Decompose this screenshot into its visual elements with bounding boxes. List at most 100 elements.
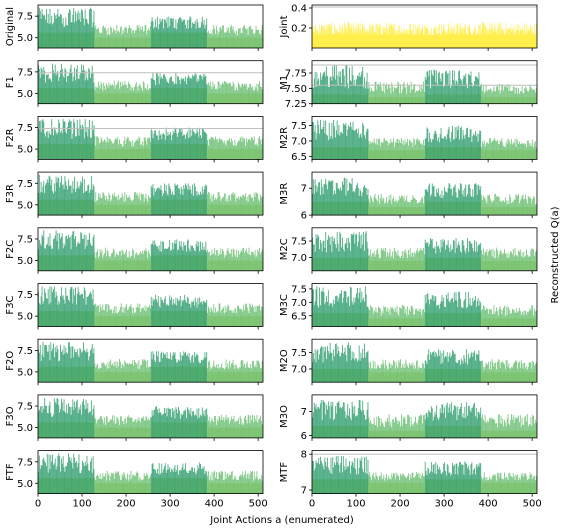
panel-label: Joint <box>279 15 290 38</box>
axes-frame <box>311 283 538 327</box>
y-tick-label: 7.5 <box>17 290 33 301</box>
y-tick-label: 5.0 <box>17 423 33 434</box>
y-tick-label: 5.0 <box>17 33 33 44</box>
panel-label: M2O <box>279 349 290 372</box>
panel-label: F3R <box>5 184 16 203</box>
axes-frame <box>311 4 538 49</box>
y-tick-label: 7.75 <box>285 68 307 79</box>
y-tick-label: 7.5 <box>17 12 33 23</box>
bars <box>312 119 537 160</box>
y-tick-label: 5.0 <box>17 367 33 378</box>
y-tick-label: 6.5 <box>291 152 307 163</box>
y-tick-label: 7.5 <box>291 121 307 132</box>
y-tick-label: 7.5 <box>17 402 33 413</box>
y-tick-label: 7.0 <box>291 298 307 309</box>
panel-m3r: 6 7 M3R <box>279 171 538 222</box>
axes-frame <box>311 116 538 160</box>
bars <box>38 230 263 271</box>
bars <box>38 397 263 438</box>
y-tick-label: 7.5 <box>291 284 307 295</box>
y-tick-label: 5.0 <box>17 312 33 323</box>
axes-frame <box>37 227 264 272</box>
panel-label: F2C <box>5 240 16 259</box>
axes-frame <box>311 60 538 105</box>
axes-frame <box>37 450 264 495</box>
y-tick-label: 6.5 <box>291 311 307 322</box>
y-tick-label: 7.25 <box>285 99 307 110</box>
bars <box>38 174 263 216</box>
y-tick-label: 7.5 <box>17 123 33 134</box>
panel-label: Original <box>5 7 16 46</box>
panel-label: F3C <box>5 295 16 314</box>
panel-label: M2C <box>279 238 290 260</box>
bars <box>38 7 263 48</box>
axes-frame <box>37 60 264 105</box>
x-tick-label: 0 <box>35 499 41 510</box>
panel-label: F1 <box>5 76 16 88</box>
panel-label: F2O <box>5 351 16 371</box>
panel-f1: 5.0 7.5F1 <box>5 60 264 107</box>
y-tick-label: 7.0 <box>291 253 307 264</box>
y-tick-label: 6 <box>301 431 307 442</box>
y-tick-label: 7.0 <box>291 136 307 147</box>
y-tick-label: 7.5 <box>17 67 33 78</box>
bars <box>38 341 263 383</box>
bars <box>312 177 537 216</box>
bars <box>312 342 537 383</box>
panel-label: M1 <box>279 75 290 90</box>
panel-label: M3C <box>279 294 290 316</box>
bars <box>38 453 263 494</box>
bars <box>312 286 537 327</box>
y-tick-label: 7.5 <box>17 457 33 468</box>
x-tick-label: 200 <box>117 499 136 510</box>
y-tick-label: 0.2 <box>291 24 307 35</box>
axes-frame <box>37 171 264 216</box>
x-tick-label: 300 <box>161 499 180 510</box>
panel-label: M3R <box>279 183 290 205</box>
axes-frame <box>311 227 538 272</box>
axes-frame <box>311 394 538 439</box>
x-tick-label: 100 <box>72 499 91 510</box>
bars <box>312 453 537 494</box>
panel-label: F3O <box>5 406 16 426</box>
y-tick-label: 7.5 <box>17 346 33 357</box>
x-tick-label: 400 <box>205 499 224 510</box>
axes-frame <box>37 338 264 383</box>
bars <box>312 64 537 104</box>
panel-label: M3O <box>279 405 290 428</box>
panel-label: F2R <box>5 128 16 147</box>
y-tick-label: 5.0 <box>17 200 33 211</box>
y-tick-label: 5.0 <box>17 145 33 156</box>
axes-frame <box>37 394 264 439</box>
panel-label: M2R <box>279 127 290 149</box>
x-tick-label: 500 <box>249 499 268 510</box>
y-tick-label: 7.5 <box>17 179 33 190</box>
axes-frame <box>311 338 538 383</box>
bars <box>312 399 537 438</box>
axes-frame <box>37 283 264 327</box>
y-tick-label: 7.5 <box>17 234 33 245</box>
axes-frame <box>37 116 264 160</box>
bars <box>38 63 263 104</box>
y-tick-label: 7.5 <box>291 237 307 248</box>
axes-frame <box>311 171 538 216</box>
y-tick-label: 7 <box>301 184 307 195</box>
axes-frame <box>37 4 264 49</box>
y-tick-label: 7 <box>301 407 307 418</box>
y-tick-label: 5.0 <box>17 89 33 100</box>
bars <box>312 231 537 271</box>
y-tick-label: 6 <box>301 211 307 222</box>
bars <box>38 119 263 160</box>
